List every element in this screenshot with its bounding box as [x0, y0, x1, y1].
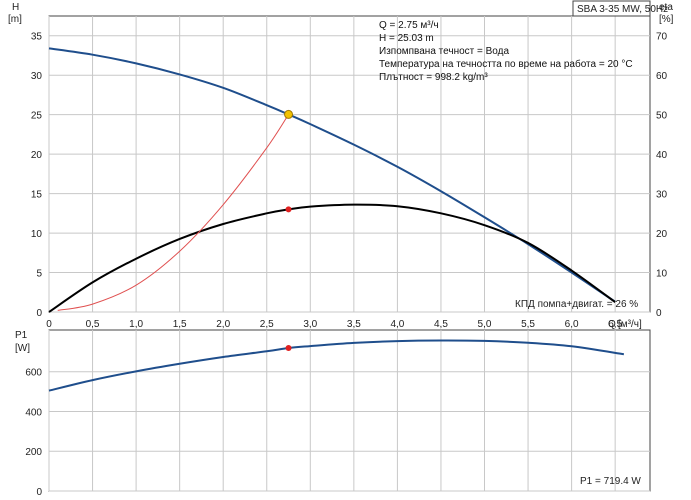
x-tick-label: 6,5 — [608, 319, 622, 330]
x-tick-label: 0 — [46, 319, 52, 330]
x-tick-labels: 0 0,5 1,0 1,5 2,0 2,5 3,0 3,5 4,0 4,5 5,0 5,5 6,0 6,5 — [46, 319, 622, 330]
info-density: Плътност = 998.2 kg/m³ — [379, 72, 488, 83]
x-tick-label: 3,5 — [347, 319, 361, 330]
y2-tick-label: 40 — [656, 150, 668, 161]
info-liquid: Изпомпвана течност = Вода — [379, 46, 509, 57]
y-tick-labels: 0 5 10 15 20 25 30 35 — [31, 32, 43, 319]
efficiency-label: КПД помпа+двигат. = 26 % — [515, 299, 638, 310]
x-axis-unit: [м³/ч] — [618, 319, 642, 330]
efficiency-point-marker — [285, 206, 292, 213]
x-tick-label: 0,5 — [86, 319, 100, 330]
y2-tick-label: 60 — [656, 71, 668, 82]
power-tick-label: 400 — [25, 407, 42, 418]
y2-tick-label: 10 — [656, 269, 668, 280]
power-plot-area — [48, 329, 651, 492]
y2-tick-label: 20 — [656, 229, 668, 240]
y2-tick-label: 0 — [656, 308, 662, 319]
power-label: P1 = 719.4 W — [580, 476, 641, 487]
power-tick-label: 600 — [25, 368, 42, 379]
power-tick-label: 200 — [25, 447, 42, 458]
info-head: H = 25.03 m — [379, 33, 434, 44]
title-box — [572, 0, 651, 17]
power-point-marker — [285, 345, 292, 352]
y2-tick-label: 30 — [656, 190, 668, 201]
power-tick-labels: 0 200 400 600 — [25, 368, 42, 498]
x-tick-label: 5,0 — [478, 319, 492, 330]
x-tick-label: 2,5 — [260, 319, 274, 330]
power-curve — [48, 339, 625, 392]
power-series — [48, 339, 625, 392]
y-tick-label: 10 — [31, 229, 43, 240]
x-tick-label: 4,0 — [390, 319, 404, 330]
y-tick-label: 0 — [36, 308, 42, 319]
y-tick-label: 15 — [31, 190, 43, 201]
power-tick-label: 0 — [36, 487, 42, 498]
x-tick-label: 1,0 — [129, 319, 143, 330]
efficiency-curve — [48, 203, 616, 313]
y-tick-label: 5 — [36, 269, 42, 280]
x-axis-label: Q — [608, 319, 616, 330]
y-axis-label: H — [12, 2, 19, 13]
duty-point-marker — [284, 109, 294, 119]
power-axis-unit: [W] — [15, 343, 30, 354]
x-tick-label: 3,0 — [303, 319, 317, 330]
head-grid — [48, 16, 650, 313]
head-plot-area — [48, 15, 651, 313]
y2-tick-labels: 0 10 20 30 40 50 60 70 — [656, 32, 668, 319]
info-temperature: Температура на течността по време на раб… — [379, 58, 633, 70]
info-flow: Q = 2.75 м³/ч — [379, 20, 439, 31]
y-axis-unit: [m] — [8, 14, 22, 25]
x-tick-label: 1,5 — [173, 319, 187, 330]
y-tick-label: 35 — [31, 32, 43, 43]
x-tick-label: 2,0 — [216, 319, 230, 330]
y-tick-label: 20 — [31, 150, 43, 161]
y2-axis-unit: [%] — [659, 14, 674, 25]
y2-axis-label: eta — [659, 2, 673, 13]
y-tick-label: 30 — [31, 71, 43, 82]
y2-tick-label: 70 — [656, 32, 668, 43]
system-curve — [57, 114, 289, 311]
y2-tick-label: 50 — [656, 111, 668, 122]
chart-title: SBA 3-35 MW, 50Hz — [577, 4, 668, 15]
head-series — [48, 47, 616, 313]
x-axis-title: Q [м³/ч] — [608, 319, 642, 330]
x-tick-label: 6,0 — [565, 319, 579, 330]
x-tick-label: 4,5 — [434, 319, 448, 330]
power-axis-label: P1 — [15, 330, 28, 341]
info-block: Q = 2.75 м³/ч H = 25.03 m Изпомпвана теч… — [379, 20, 633, 83]
x-tick-label: 5,5 — [521, 319, 535, 330]
y-tick-label: 25 — [31, 111, 43, 122]
